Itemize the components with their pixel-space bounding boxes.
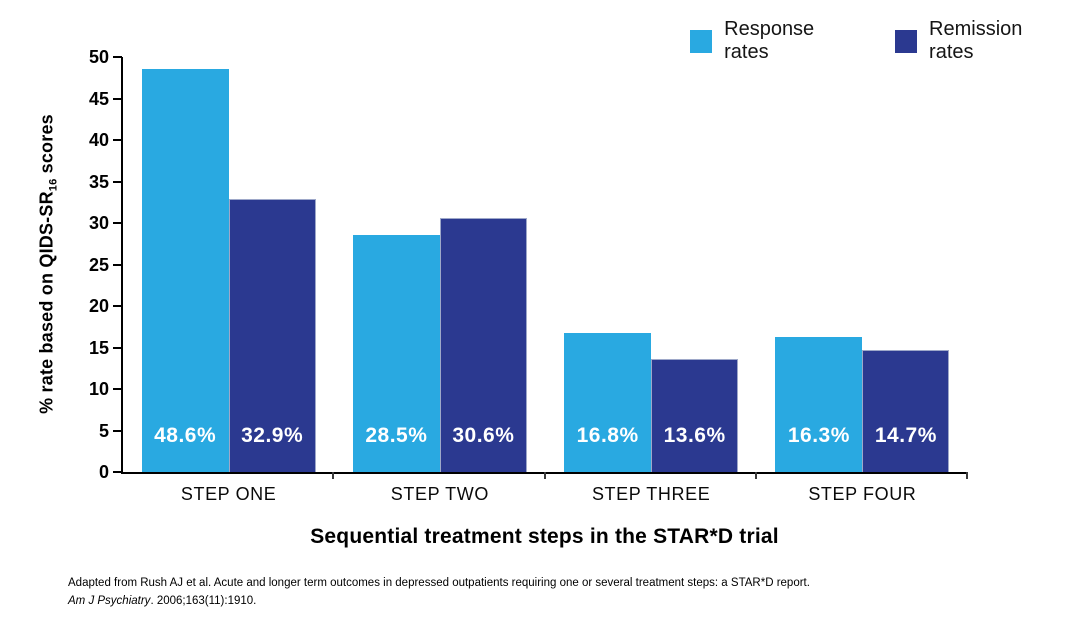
y-tick-mark (113, 471, 122, 473)
bar-remission-rates-4: 14.7% (862, 350, 950, 472)
legend-swatch-remission-rates (894, 29, 918, 53)
x-category-label: STEP FOUR (808, 484, 917, 504)
x-category-label: STEP ONE (180, 484, 277, 504)
y-tick-label: 0 (98, 462, 109, 482)
plot-area: 0 5 10 15 20 25 30 35 40 45 50 48.6% 32.9% STEP ONE 28… (89, 47, 968, 504)
legend-label-response-rates: Response rates (724, 18, 815, 63)
x-category-label: STEP THREE (591, 484, 711, 504)
y-tick-label: 10 (88, 379, 109, 399)
bar-response-rates-2: 28.5% (352, 235, 440, 472)
footnote-line2: Am J Psychiatry. 2006;163(11):1910. (68, 592, 810, 610)
y-tick-label: 30 (88, 213, 109, 233)
y-tick-mark (113, 56, 122, 58)
y-tick-label: 40 (88, 130, 109, 150)
legend-item-response-rates: Response rates (690, 18, 859, 64)
footnote-citation-rest: . 2006;163(11):1910. (150, 595, 257, 607)
bar-value-label: 48.6% (154, 424, 217, 447)
bar-remission-rates-2: 30.6% (439, 218, 527, 472)
x-tick-mark (543, 472, 546, 479)
y-axis-title-suffix: scores (36, 114, 57, 179)
y-tick-mark (113, 305, 122, 307)
bar-value-label: 14.7% (874, 424, 937, 447)
bar-value-label: 16.8% (576, 424, 639, 447)
y-tick-mark (113, 346, 122, 349)
legend-label-remission-rates: Remission rates (929, 18, 1023, 63)
bar-response-rates-3: 16.8% (564, 332, 652, 472)
y-tick-mark (113, 388, 122, 390)
x-tick-mark (966, 472, 968, 479)
bar-value-label: 16.3% (787, 424, 850, 447)
x-tick-mark (332, 472, 335, 479)
y-tick-label: 35 (88, 171, 109, 192)
y-tick-label: 15 (88, 337, 109, 358)
y-tick-label: 20 (88, 296, 109, 316)
y-tick-mark (113, 97, 122, 100)
y-tick-mark (113, 429, 122, 432)
x-category-label: STEP TWO (390, 484, 489, 504)
y-tick-label: 45 (88, 88, 109, 109)
legend-swatch-response-rates (690, 29, 713, 53)
y-axis-title-text: % rate based on QIDS-SR (36, 191, 57, 414)
bar-value-label: 13.6% (663, 424, 726, 447)
y-tick-mark (113, 139, 122, 141)
y-axis-title-subscript: 16 (47, 178, 60, 192)
bar-response-rates-1: 48.6% (141, 68, 229, 472)
bar-remission-rates-1: 32.9% (228, 198, 316, 472)
y-tick-label: 25 (88, 254, 109, 275)
bar-value-label: 30.6% (452, 424, 515, 447)
bar-value-label: 28.5% (365, 424, 428, 447)
bar-remission-rates-3: 13.6% (651, 359, 739, 472)
footnote-line1: Adapted from Rush AJ et al. Acute and lo… (68, 577, 810, 589)
footnote-citation-journal: Am J Psychiatry (68, 595, 151, 607)
y-tick-label: 5 (98, 420, 109, 441)
x-tick-mark (754, 472, 757, 479)
footnote: Adapted from Rush AJ et al. Acute and lo… (68, 574, 810, 610)
legend-item-remission-rates: Remission rates (894, 18, 1067, 64)
x-axis-title: Sequential treatment steps in the STAR*D… (310, 525, 779, 548)
y-axis-title: % rate based on QIDS-SR16 scores (37, 114, 60, 414)
y-tick-mark (113, 222, 122, 224)
y-tick-mark (113, 180, 122, 183)
legend: Response rates Remission rates (690, 18, 1067, 64)
bar-response-rates-4: 16.3% (775, 336, 863, 472)
bar-value-label: 32.9% (241, 424, 304, 447)
y-tick-mark (113, 263, 122, 266)
y-tick-label: 50 (88, 47, 109, 67)
